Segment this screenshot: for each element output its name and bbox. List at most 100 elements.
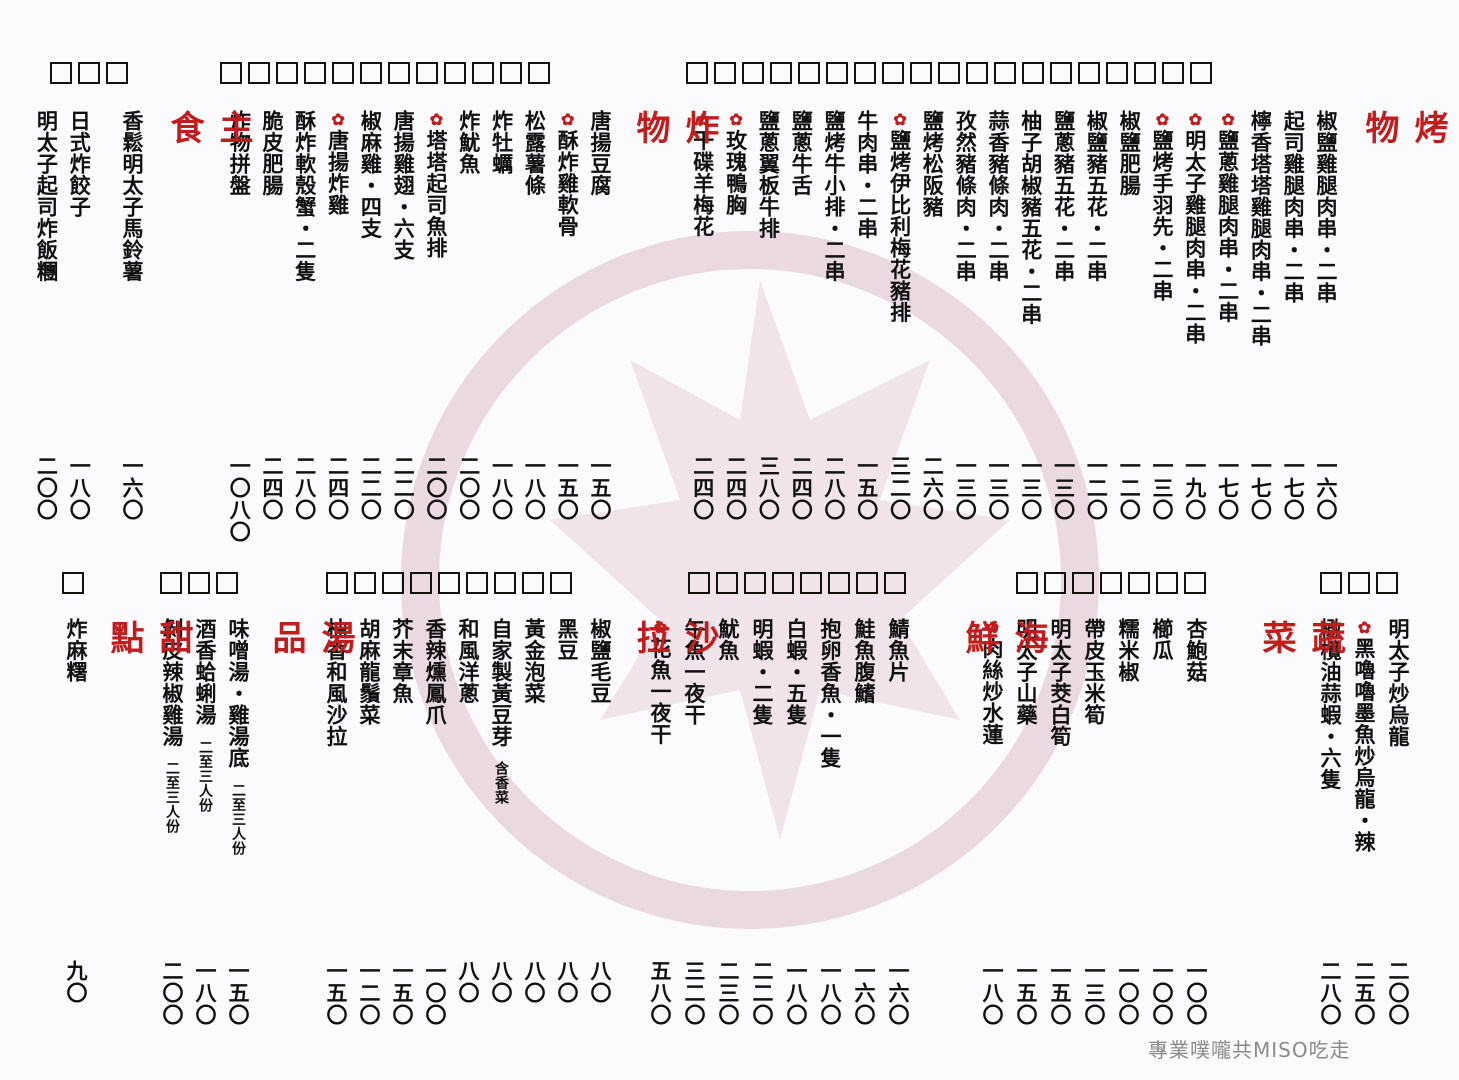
menu-item: 明太子炒烏龍 <box>1386 618 1411 747</box>
category-title: 海鮮 <box>959 620 1048 656</box>
placeholder-box <box>800 572 822 594</box>
menu-item-name: 椒麻雞・四支 <box>358 110 384 239</box>
menu-item: ✿鹽烤伊比利梅花豬排 <box>888 110 913 323</box>
menu-item: ✿鹽蔥雞腿肉串・二串 <box>1216 110 1241 323</box>
menu-item-name: 花魚一夜干 <box>648 637 673 746</box>
maple-star-icon: ✿ <box>1185 110 1205 130</box>
maple-star-icon: ✿ <box>1218 110 1238 130</box>
placeholder-box <box>304 62 326 84</box>
menu-item-name: 櫛瓜 <box>1150 618 1175 661</box>
menu-item-name: 椒鹽毛豆 <box>588 618 613 704</box>
menu-item-price: 三八〇 <box>756 455 782 521</box>
placeholder-box <box>1078 62 1100 84</box>
menu-item: 牛肉串・二串 <box>855 110 880 239</box>
placeholder-box <box>1044 572 1066 594</box>
placeholder-box <box>744 572 766 594</box>
category-title: 主食 <box>164 110 253 146</box>
placeholder-box <box>438 572 460 594</box>
placeholder-box <box>1184 572 1206 594</box>
menu-item-price: 二〇〇 <box>1386 960 1411 1026</box>
menu-item-name: 明太子山藥 <box>1014 618 1039 726</box>
placeholder-box <box>772 572 794 594</box>
menu-item: 檸香塔塔雞腿肉串・二串 <box>1248 110 1273 347</box>
menu-item-price: 二二〇 <box>750 960 775 1026</box>
menu-item: 柚香和風沙拉 <box>324 618 349 747</box>
menu-item: 明太子茭白筍 <box>1048 618 1073 747</box>
menu-item-price: 一八〇 <box>193 960 218 1026</box>
placeholder-box <box>1016 572 1038 594</box>
menu-item-name: 酥炸雞軟骨 <box>555 129 581 238</box>
menu-item: ✿黑嚕嚕墨魚炒烏龍・辣 <box>1352 618 1377 853</box>
placeholder-box <box>1022 62 1044 84</box>
menu-item: 唐揚雞翅・六支 <box>391 110 416 261</box>
menu-item-price: 一三〇 <box>1018 455 1044 521</box>
menu-item: 香辣燻鳳爪 <box>423 618 448 726</box>
menu-item: ✿干碟羊梅花 <box>691 110 716 237</box>
menu-item: 脆皮肥腸 <box>260 110 285 196</box>
menu-item: 唐揚豆腐 <box>588 110 613 196</box>
placeholder-box <box>742 62 764 84</box>
category-title: 蔬菜 <box>1256 620 1345 656</box>
placeholder-box <box>1190 62 1212 84</box>
maple-star-icon: ✿ <box>890 110 910 130</box>
menu-item: 炸麻糬 <box>64 618 89 683</box>
menu-item-price: 二〇〇 <box>424 455 449 521</box>
menu-item-name: 剝皮辣椒雞湯 <box>160 618 185 747</box>
menu-item: 糯米椒 <box>1116 618 1141 683</box>
menu-item-price: 九〇 <box>64 960 89 1004</box>
menu-item: 孜然豬條肉・二串 <box>953 110 978 282</box>
menu-item-name: 鹽烤手羽先・二串 <box>1150 129 1175 302</box>
menu-item-price: 一六〇 <box>120 455 145 521</box>
menu-item-note: 二至三人份 <box>197 739 213 813</box>
placeholder-box <box>522 572 544 594</box>
menu-item-price: 一五〇 <box>1048 960 1073 1026</box>
menu-item: 胡麻龍鬚菜 <box>357 618 382 726</box>
maple-star-icon: ✿ <box>651 618 670 638</box>
menu-item: 午魚一夜干 <box>682 618 707 726</box>
placeholder-box <box>828 572 850 594</box>
placeholder-box <box>884 572 906 594</box>
menu-item-name: 唐揚炸雞 <box>325 129 351 216</box>
menu-item: ✿唐揚炸雞 <box>325 110 351 216</box>
placeholder-box <box>472 62 494 84</box>
menu-item-name: 胡麻龍鬚菜 <box>357 618 382 726</box>
placeholder-box <box>382 572 404 594</box>
menu-item-price: 三二〇 <box>887 455 913 521</box>
menu-item: 鹽蔥牛舌 <box>789 110 815 196</box>
placeholder-box <box>494 572 516 594</box>
menu-item-price: 一八〇 <box>784 960 809 1026</box>
maple-star-icon: ✿ <box>693 110 713 130</box>
menu-item-price: 三二〇 <box>682 960 707 1026</box>
menu-item-price: 一五〇 <box>588 455 613 521</box>
placeholder-box <box>1128 572 1150 594</box>
category-title: 炸物 <box>630 110 719 146</box>
menu-item: 帶皮玉米筍 <box>1082 618 1107 726</box>
menu-item: 櫛瓜 <box>1150 618 1175 661</box>
placeholder-box <box>416 62 438 84</box>
menu-item-name: 鹽蔥牛舌 <box>789 110 815 196</box>
menu-item-name: 柚香和風沙拉 <box>324 618 349 747</box>
menu-item-name: 自家製黃豆芽 <box>489 618 514 747</box>
menu-item: ✿肉絲炒水蓮 <box>980 618 1005 745</box>
menu-item: 明太子山藥 <box>1014 618 1039 726</box>
menu-item-price: 一〇〇 <box>1184 960 1209 1026</box>
placeholder-box <box>1376 572 1398 594</box>
menu-item: 柚子胡椒豬五花・二串 <box>1019 110 1044 325</box>
menu-item-name: 和風洋蔥 <box>456 618 481 704</box>
placeholder-box <box>528 62 550 84</box>
menu-item-name: 明太子炒烏龍 <box>1386 618 1411 747</box>
placeholder-box <box>1106 62 1128 84</box>
placeholder-box <box>1162 62 1184 84</box>
menu-item: 鹽蔥豬五花・二串 <box>1052 110 1077 282</box>
placeholder-box <box>106 62 128 84</box>
placeholder-box <box>500 62 522 84</box>
placeholder-box <box>1156 572 1178 594</box>
category-title: 烤物 <box>1359 110 1448 146</box>
menu-item: 炸牡蠣 <box>490 110 515 175</box>
menu-item-price: 一五〇 <box>390 960 415 1026</box>
menu-item: 鯖魚片 <box>886 618 911 683</box>
menu-item-price: 二三〇 <box>716 960 741 1026</box>
menu-item-price: 一〇〇 <box>1116 960 1141 1026</box>
